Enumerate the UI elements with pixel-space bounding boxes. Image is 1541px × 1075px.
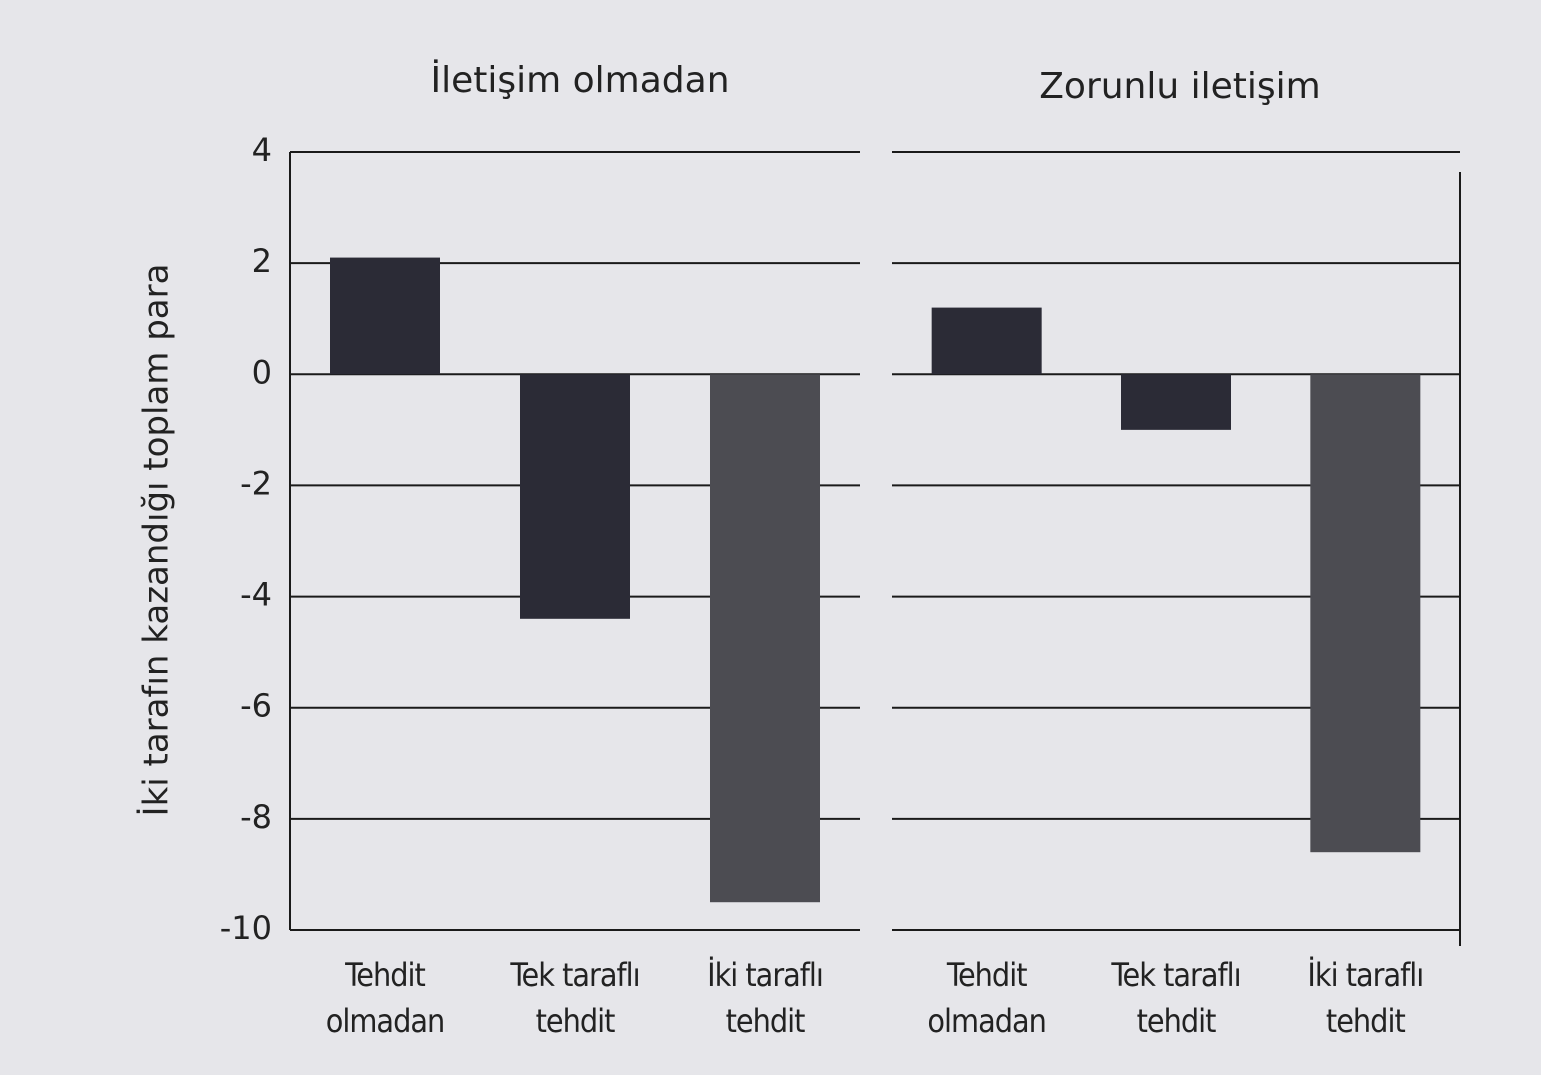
panel-title: Zorunlu iletişim — [1039, 66, 1320, 107]
x-tick-label: Tek taraflı tehdit — [1111, 956, 1241, 1040]
y-tick-label: 4 — [252, 131, 272, 169]
panel-title: İletişim olmadan — [430, 59, 729, 101]
bar — [1310, 374, 1421, 853]
bar — [330, 257, 440, 375]
x-tick-label: Tehdit olmadan — [325, 956, 445, 1040]
x-tick-label: Tek taraflı tehdit — [510, 956, 640, 1040]
bar — [931, 307, 1042, 375]
x-tick-label: İki taraflı tehdit — [1307, 956, 1424, 1040]
y-tick-label: -10 — [220, 909, 272, 947]
y-tick-label: -6 — [240, 687, 272, 725]
bar — [710, 374, 820, 903]
x-tick-label: İki taraflı tehdit — [707, 956, 824, 1040]
y-tick-label: 2 — [252, 242, 272, 280]
y-tick-label: 0 — [252, 353, 272, 391]
x-tick-label: Tehdit olmadan — [927, 956, 1046, 1040]
y-tick-label: -2 — [240, 464, 272, 502]
bar — [1121, 374, 1231, 430]
y-tick-label: -4 — [240, 576, 272, 614]
bar — [520, 374, 630, 619]
y-axis-label: İki tarafın kazandığı toplam para — [137, 264, 177, 817]
y-tick-label: -8 — [240, 798, 272, 836]
